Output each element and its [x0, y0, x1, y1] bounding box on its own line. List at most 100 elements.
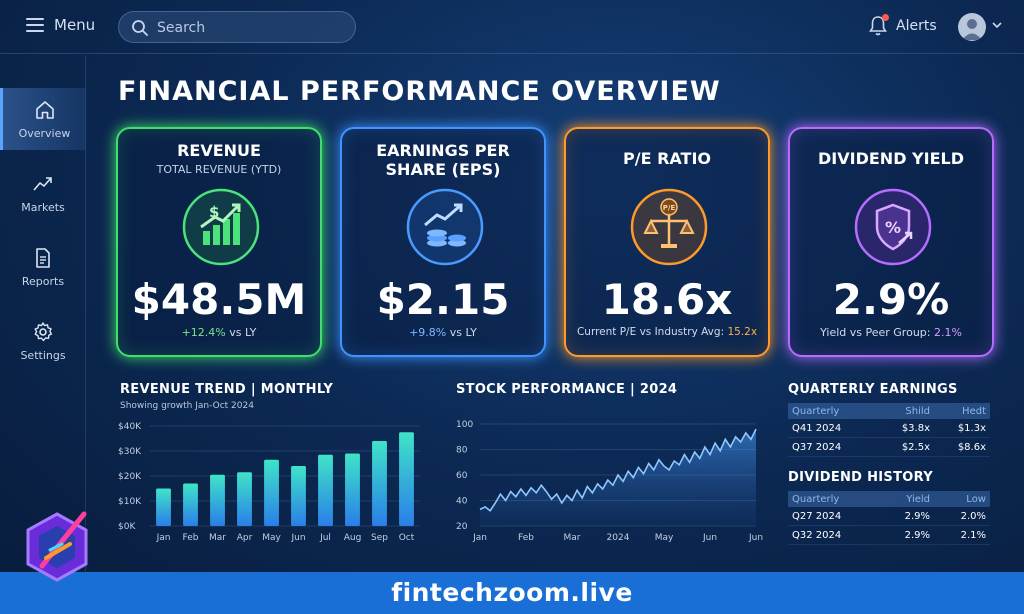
y-tick-label: 80: [456, 446, 468, 456]
sidebar-item-label: Markets: [21, 200, 65, 214]
x-tick-label: Jun: [748, 533, 763, 543]
revenue-trend-subtitle: Showing growth Jan-Oct 2024: [120, 401, 254, 411]
svg-text:%: %: [885, 218, 901, 237]
svg-text:$: $: [209, 203, 219, 221]
bar: [291, 466, 306, 526]
sidebar-item-label: Overview: [18, 126, 71, 140]
alerts-button[interactable]: Alerts: [868, 14, 937, 37]
card-title: REVENUE: [177, 141, 261, 160]
x-tick-label: Feb: [183, 533, 199, 543]
menu-button[interactable]: Menu: [26, 16, 95, 34]
revenue-bar-chart: $0K $10K $20K $30K $40K Jan Feb Mar Apr May Jun Jul…: [118, 422, 420, 543]
sidebar-item-settings[interactable]: Settings: [0, 310, 86, 372]
bell-icon: [868, 14, 889, 37]
notification-dot: [882, 14, 889, 21]
sidebar-item-label: Reports: [21, 274, 65, 288]
y-tick-label: $20K: [118, 472, 142, 482]
y-tick-label: $30K: [118, 447, 142, 457]
pe-badge: P/E: [663, 204, 676, 212]
revenue-trend-title: REVENUE TREND | MONTHLY: [120, 382, 334, 397]
page-title: FINANCIAL PERFORMANCE OVERVIEW: [118, 76, 721, 107]
pe-ratio-card: P/E RATIO P/E 18.6x Current P/E vs Indus…: [564, 127, 770, 357]
search-box[interactable]: [118, 11, 356, 43]
sidebar-item-reports[interactable]: Reports: [0, 236, 86, 298]
table-row: Q27 2024 2.9% 2.0%: [788, 507, 990, 526]
search-icon: [132, 20, 148, 36]
bar: [318, 454, 333, 526]
y-tick-label: 40: [456, 497, 468, 507]
stock-series-line: [479, 428, 757, 512]
stock-performance-title: STOCK PERFORMANCE | 2024: [456, 382, 678, 397]
x-tick-label: Jan: [156, 533, 171, 543]
menu-label: Menu: [54, 16, 96, 34]
x-tick-label: May: [262, 533, 281, 543]
x-tick-label: Oct: [399, 533, 415, 543]
y-tick-label: $40K: [118, 422, 142, 432]
bar: [399, 432, 414, 526]
top-bar: Menu Alerts: [0, 0, 1024, 54]
scale-icon: P/E: [629, 187, 709, 267]
dividend-value: 2.9%: [832, 275, 950, 324]
eps-card: EARNINGS PER SHARE (EPS) $2.15 +9.8% vs L…: [340, 127, 546, 357]
x-tick-label: Sep: [371, 533, 388, 543]
dividend-history-table: Quarterly Yield Low Q27 2024 2.9% 2.0% Q…: [788, 491, 990, 545]
y-tick-label: $10K: [118, 497, 142, 507]
x-tick-label: Jan: [472, 533, 487, 543]
dividend-yield-card: DIVIDEND YIELD % 2.9% Yield vs Peer Grou…: [788, 127, 994, 357]
table-header: Quarterly Shild Hedt: [788, 403, 990, 419]
home-icon: [35, 100, 54, 119]
revenue-chart-icon: $: [181, 187, 261, 267]
x-tick-label: Mar: [209, 533, 226, 543]
table-header: Quarterly Yield Low: [788, 491, 990, 507]
sidebar-item-markets[interactable]: Markets: [0, 162, 86, 224]
bar: [237, 472, 252, 526]
sidebar: Overview Markets Reports Settings: [0, 55, 86, 572]
table-row: Q41 2024 $3.8x $1.3x: [788, 419, 990, 438]
trend-icon: [33, 176, 52, 191]
bar: [210, 474, 225, 526]
hamburger-icon: [26, 18, 44, 32]
bar: [345, 453, 360, 526]
chevron-down-icon[interactable]: [990, 18, 1004, 32]
sidebar-item-label: Settings: [20, 348, 66, 362]
pe-note: Current P/E vs Industry Avg: 15.2x: [576, 326, 758, 338]
y-tick-label: 60: [456, 471, 468, 481]
card-subtitle: TOTAL REVENUE (YTD): [156, 163, 282, 176]
footer-banner: fintechzoom.live: [0, 572, 1024, 614]
stock-line-chart: 20 40 60 80 100 Jan Feb Mar 2024 May Jun Jun: [456, 420, 763, 543]
x-tick-label: Aug: [344, 533, 362, 543]
bar: [372, 441, 387, 526]
bar: [264, 459, 279, 526]
table-row: Q37 2024 $2.5x $8.6x: [788, 438, 990, 457]
avatar[interactable]: [958, 13, 986, 41]
pe-value: 18.6x: [601, 275, 733, 324]
document-icon: [36, 247, 50, 268]
y-tick-label: 20: [456, 522, 468, 532]
x-tick-label: Apr: [237, 533, 253, 543]
dividend-note: Yield vs Peer Group: 2.1%: [820, 326, 962, 339]
card-title: DIVIDEND YIELD: [818, 149, 964, 168]
eps-change: +9.8% vs LY: [409, 326, 477, 339]
quarterly-earnings-title: QUARTERLY EARNINGS: [788, 382, 958, 397]
shield-percent-icon: %: [853, 187, 933, 267]
bar: [183, 483, 198, 526]
y-tick-label: 100: [456, 420, 473, 430]
x-tick-label: Feb: [518, 533, 534, 543]
alerts-label: Alerts: [896, 18, 937, 34]
area-fill: [480, 429, 756, 526]
revenue-value: $48.5M: [131, 275, 307, 324]
bar: [156, 488, 171, 526]
sidebar-item-overview[interactable]: Overview: [0, 88, 86, 150]
table-row: Q32 2024 2.9% 2.1%: [788, 526, 990, 545]
revenue-card: REVENUE TOTAL REVENUE (YTD) $ $48.5M +12…: [116, 127, 322, 357]
gear-icon: [34, 321, 53, 341]
card-title: EARNINGS PER SHARE (EPS): [376, 141, 510, 179]
footer-text: fintechzoom.live: [391, 578, 633, 607]
search-input[interactable]: [157, 18, 347, 38]
card-title: P/E RATIO: [623, 149, 711, 168]
site-logo-icon: [26, 511, 88, 582]
x-tick-label: Mar: [564, 533, 581, 543]
x-tick-label: Jul: [319, 533, 331, 543]
x-tick-label: May: [655, 533, 674, 543]
quarterly-earnings-table: Quarterly Shild Hedt Q41 2024 $3.8x $1.3…: [788, 403, 990, 457]
